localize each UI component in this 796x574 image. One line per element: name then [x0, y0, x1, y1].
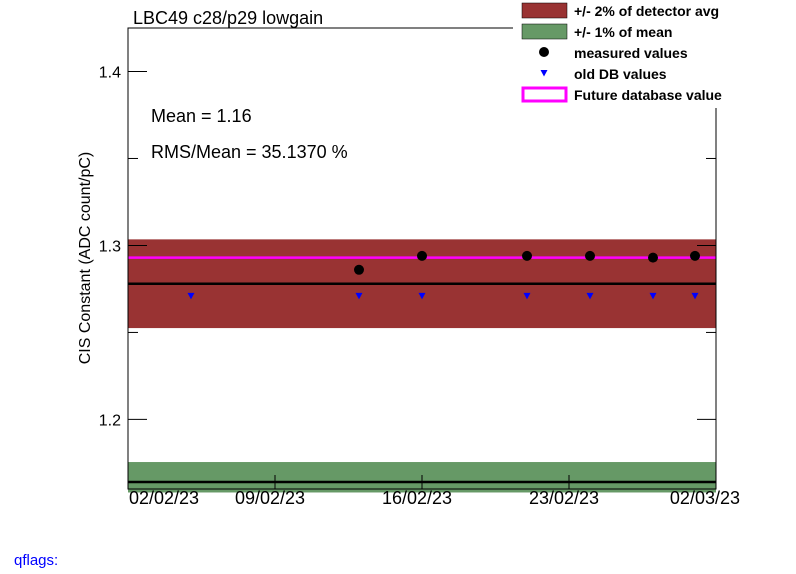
stats-rms: RMS/Mean = 35.1370 % [151, 142, 348, 162]
legend-swatch-band-1pct [521, 23, 568, 40]
old-db-point [418, 292, 426, 300]
x-tick-label: 02/02/23 [129, 488, 199, 508]
measured-point [354, 264, 364, 275]
legend-label: measured values [574, 45, 688, 61]
old-db-point [691, 292, 699, 300]
legend: +/- 2% of detector avg +/- 1% of mean meas… [513, 0, 796, 108]
legend-label: Future database value [574, 87, 722, 103]
measured-point [585, 250, 595, 261]
old-db-point [187, 292, 195, 300]
old-db-point [586, 292, 594, 300]
y-tick-label: 1.2 [99, 412, 121, 429]
x-tick-label: 16/02/23 [382, 488, 452, 508]
legend-label: old DB values [574, 66, 667, 82]
measured-point [417, 250, 427, 261]
chart-title: LBC49 c28/p29 lowgain [133, 8, 323, 28]
legend-swatch-future-db [521, 86, 568, 103]
legend-marker-measured [539, 47, 549, 57]
old-db-point [355, 292, 363, 300]
y-axis-label: CIS Constant (ADC count/pC) [77, 152, 94, 365]
old-db-point [649, 292, 657, 300]
qflags-label: qflags: [14, 552, 59, 569]
old-db-point [523, 292, 531, 300]
legend-marker-old-db [540, 70, 548, 77]
legend-label: +/- 1% of mean [574, 24, 672, 40]
x-tick-label: 02/03/23 [670, 488, 740, 508]
measured-point [690, 250, 700, 261]
x-tick-label: 09/02/23 [235, 488, 305, 508]
y-tick-label: 1.4 [99, 64, 121, 81]
y-tick-label: 1.3 [99, 238, 121, 255]
legend-swatch-band-2pct [521, 2, 568, 19]
legend-label: +/- 2% of detector avg [574, 3, 719, 19]
x-tick-label: 23/02/23 [529, 488, 599, 508]
measured-point [648, 252, 658, 263]
stats-mean: Mean = 1.16 [151, 106, 252, 126]
measured-point [522, 250, 532, 261]
